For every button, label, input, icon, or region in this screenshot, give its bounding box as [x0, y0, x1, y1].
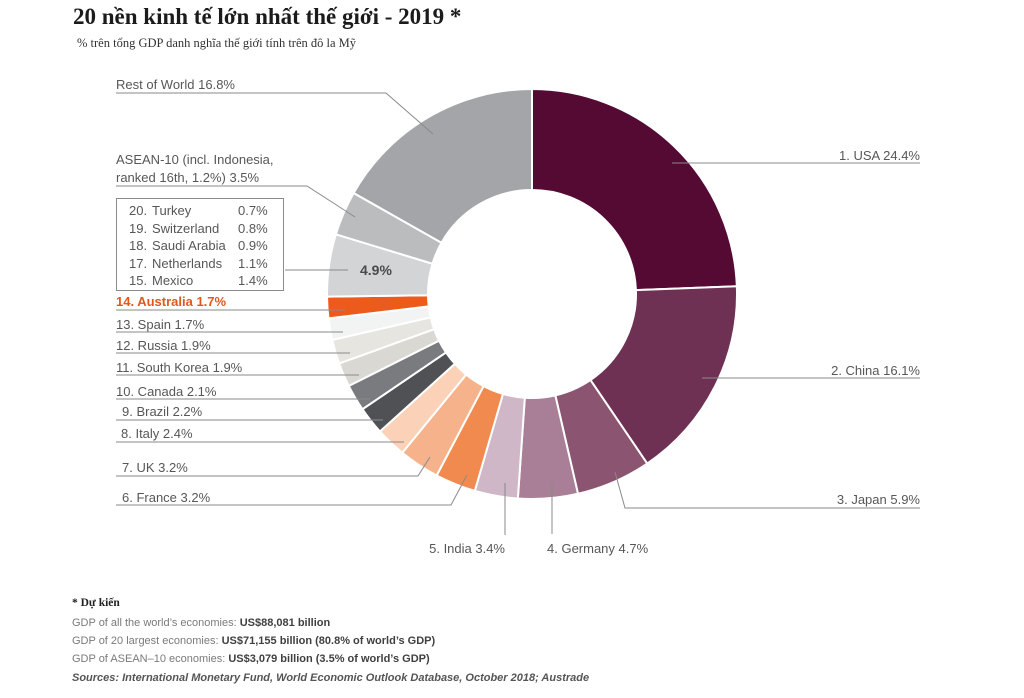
leader-line-japan: [614, 471, 920, 509]
stat-value: US$88,081 billion: [239, 617, 331, 629]
label-india: 5. India 3.4%: [429, 541, 505, 556]
breakdown-row: 17. Netherlands 1.1%: [117, 255, 283, 273]
slices-layer: [326, 87, 738, 500]
breakdown-rank: 17.: [129, 255, 148, 271]
label-brazil: 9. Brazil 2.2%: [122, 404, 203, 419]
label-australia: 14. Australia 1.7%: [116, 294, 227, 309]
chart-title: 20 nền kinh tế lớn nhất thế giới - 2019 …: [73, 4, 462, 29]
leader-lines-layer: [116, 92, 920, 535]
breakdown-rank: 19.: [129, 220, 148, 236]
label-line: ranked 16th, 1.2%) 3.5%: [116, 170, 260, 185]
label-ranks-15-20: 4.9%: [360, 262, 392, 278]
label-japan: 3. Japan 5.9%: [837, 492, 921, 507]
footer: * Dự kiến GDP of all the world’s economi…: [72, 596, 589, 688]
breakdown-country: Saudi Arabia: [152, 238, 226, 253]
slice-usa: [531, 87, 738, 292]
labels-layer: 1. USA 24.4% 2. China 16.1% 3. Japan 5.9% 4…: [116, 77, 920, 556]
label-russia: 12. Russia 1.9%: [116, 338, 211, 353]
label-rest-of-world: Rest of World 16.8%: [116, 77, 235, 92]
breakdown-value: 0.7%: [238, 203, 268, 218]
leader-line-asean-10: [116, 185, 356, 218]
label-asean-10: ASEAN-10 (incl. Indonesia, ranked 16th, 1…: [116, 152, 274, 185]
breakdown-row: 19. Switzerland 0.8%: [117, 220, 283, 238]
stat-value: US$3,079 billion (3.5% of world’s GDP): [228, 653, 430, 665]
label-france: 6. France 3.2%: [122, 490, 211, 505]
breakdown-row: 15. Mexico 1.4%: [117, 272, 283, 290]
stat-label: GDP of all the world’s economies:: [72, 617, 240, 629]
breakdown-country: Mexico: [152, 273, 194, 288]
slice-china: [589, 285, 738, 465]
breakdown-value: 1.1%: [238, 255, 268, 271]
breakdown-row: 20. Turkey 0.7%: [117, 202, 283, 220]
label-usa: 1. USA 24.4%: [839, 148, 920, 163]
stat-asean-gdp: GDP of ASEAN–10 economies: US$3,079 bill…: [72, 650, 589, 668]
chart-subtitle: % trên tổng GDP danh nghĩa thế giới tính…: [77, 36, 357, 50]
stat-top20-gdp: GDP of 20 largest economies: US$71,155 b…: [72, 632, 589, 650]
breakdown-country: Switzerland: [152, 220, 220, 236]
leader-line-uk: [116, 456, 431, 477]
breakdown-value: 0.8%: [238, 220, 268, 236]
label-germany: 4. Germany 4.7%: [547, 541, 649, 556]
breakdown-box: 20. Turkey 0.7% 19. Switzerland 0.8% 18.…: [116, 198, 284, 291]
footnote-estimate: * Dự kiến: [72, 597, 120, 609]
label-china: 2. China 16.1%: [831, 363, 920, 378]
label-spain: 13. Spain 1.7%: [116, 317, 205, 332]
breakdown-country: Netherlands: [152, 255, 223, 271]
stat-value: US$71,155 billion (80.8% of world’s GDP): [221, 635, 436, 647]
label-south-korea: 11. South Korea 1.9%: [116, 360, 243, 375]
leader-line-rest-of-world: [116, 92, 434, 135]
leader-line-france: [116, 474, 468, 506]
label-italy: 8. Italy 2.4%: [121, 426, 193, 441]
breakdown-country: Turkey: [152, 203, 192, 218]
slice-rest-of-world: [352, 87, 533, 245]
label-uk: 7. UK 3.2%: [122, 460, 188, 475]
breakdown-rank: 18.: [129, 238, 148, 253]
breakdown-value: 1.4%: [238, 273, 268, 288]
breakdown-rank: 20.: [129, 203, 148, 218]
breakdown-rank: 15.: [129, 273, 148, 288]
stat-label: GDP of ASEAN–10 economies:: [72, 653, 229, 665]
label-line: ASEAN-10 (incl. Indonesia,: [116, 152, 274, 167]
sources: Sources: International Monetary Fund, Wo…: [72, 672, 590, 684]
breakdown-row: 18. Saudi Arabia 0.9%: [117, 237, 283, 255]
label-canada: 10. Canada 2.1%: [116, 384, 217, 399]
breakdown-value: 0.9%: [238, 238, 268, 253]
stat-label: GDP of 20 largest economies:: [72, 635, 222, 647]
stat-world-gdp: GDP of all the world’s economies: US$88,…: [72, 614, 589, 632]
